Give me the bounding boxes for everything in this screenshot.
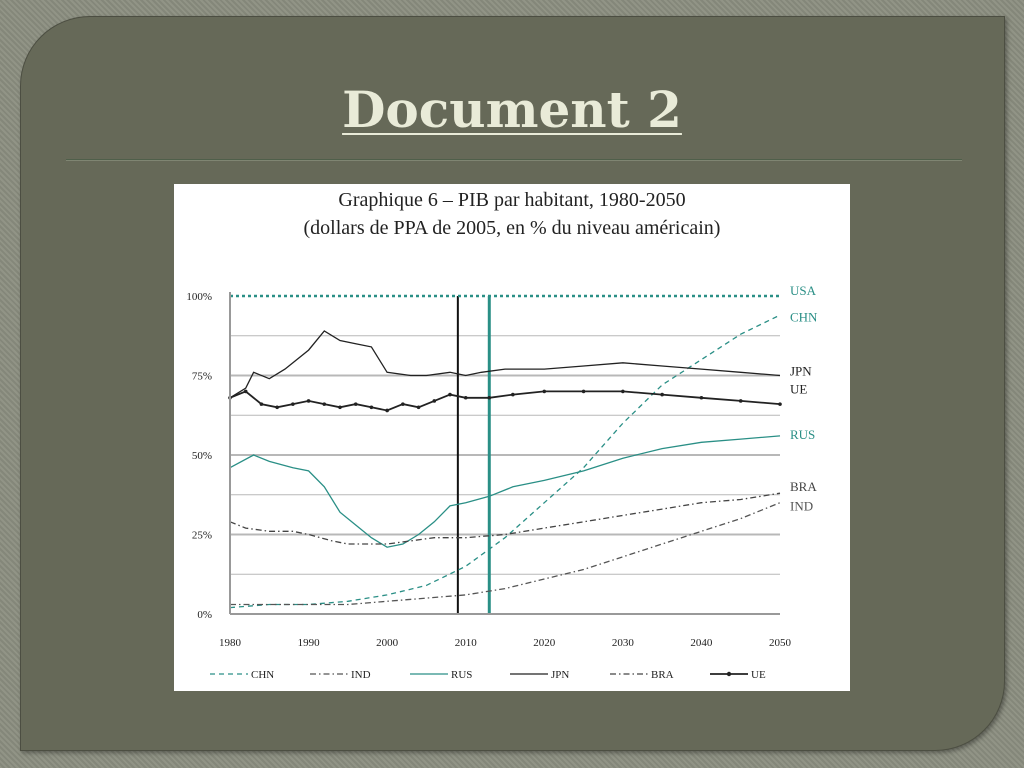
series-point-ue — [448, 392, 452, 397]
legend-label: UE — [751, 669, 766, 681]
series-line-bra — [229, 492, 781, 545]
series-point-ue — [275, 405, 279, 410]
y-tick-label: 50% — [192, 450, 212, 462]
series-line-chn — [229, 314, 781, 609]
series-point-ue — [463, 395, 468, 400]
series-label-bra: BRA — [790, 479, 817, 494]
series-point-ue — [432, 399, 437, 403]
series-label-ind: IND — [790, 499, 813, 514]
series-point-ue — [511, 392, 515, 397]
series-point-ue — [487, 395, 492, 400]
x-tick-label: 2030 — [612, 637, 635, 649]
series-line-ind — [230, 502, 781, 606]
series-label-ue: UE — [790, 381, 807, 396]
title-divider — [66, 159, 962, 161]
x-tick-label: 2020 — [533, 637, 556, 649]
legend-label: IND — [351, 669, 371, 681]
chart-legend: CHN IND RUS JPN BRA UE — [210, 669, 766, 681]
series-point-ue — [542, 389, 547, 394]
chart-vertical-markers — [456, 296, 491, 614]
chart-subtitle: (dollars de PPA de 2005, en % du niveau … — [304, 217, 721, 239]
series-point-ue — [291, 402, 295, 406]
series-label-rus: RUS — [790, 427, 815, 442]
x-tick-label: 2040 — [690, 637, 713, 649]
series-point-ue — [660, 392, 664, 397]
series-point-ue — [581, 389, 586, 394]
legend-label: BRA — [651, 669, 674, 681]
series-point-ue — [243, 389, 248, 394]
series-line-rus — [229, 435, 781, 548]
legend-label: JPN — [551, 669, 569, 681]
series-point-ue — [416, 405, 421, 410]
x-tick-label: 2050 — [769, 637, 792, 649]
chart-image: Graphique 6 – PIB par habitant, 1980-205… — [174, 184, 850, 691]
series-point-ue — [621, 389, 625, 394]
chart-axes: 0% 25% 50% 75% 100% 1980 1990 2000 2010 2020 2030 2… — [186, 291, 791, 649]
series-point-ue — [401, 402, 405, 406]
series-point-ue — [369, 405, 374, 410]
legend-swatch-marker — [726, 671, 732, 677]
x-tick-label: 2010 — [455, 637, 478, 649]
y-tick-label: 100% — [186, 291, 212, 303]
y-tick-label: 0% — [197, 609, 212, 621]
series-line-jpn — [229, 330, 781, 399]
chart-grid — [230, 335, 780, 575]
series-point-ue — [778, 402, 782, 406]
series-point-ue — [699, 395, 704, 400]
series-point-ue — [259, 402, 264, 406]
x-tick-label: 1980 — [219, 637, 242, 649]
slide-title: Document 2 — [342, 80, 682, 139]
series-point-ue — [385, 408, 389, 413]
series-line-ue — [229, 390, 781, 412]
chart-series — [228, 294, 782, 609]
y-tick-label: 75% — [192, 371, 212, 383]
series-point-ue — [738, 399, 743, 403]
y-tick-label: 25% — [192, 530, 212, 542]
legend-label: CHN — [251, 669, 274, 681]
series-point-ue — [338, 405, 342, 410]
series-point-ue — [306, 399, 311, 403]
series-label-jpn: JPN — [790, 363, 812, 378]
series-label-chn: CHN — [790, 309, 818, 324]
x-tick-label: 2000 — [376, 637, 399, 649]
legend-label: RUS — [451, 669, 472, 681]
series-point-ue — [353, 402, 358, 406]
chart-series-labels: USA CHN JPN UE RUS BRA IND — [790, 283, 818, 514]
chart-title: Graphique 6 – PIB par habitant, 1980-205… — [338, 189, 685, 211]
gdp-line-chart: Graphique 6 – PIB par habitant, 1980-205… — [186, 189, 818, 681]
x-tick-label: 1990 — [298, 637, 321, 649]
series-point-ue — [322, 402, 327, 406]
series-label-usa: USA — [790, 283, 817, 298]
